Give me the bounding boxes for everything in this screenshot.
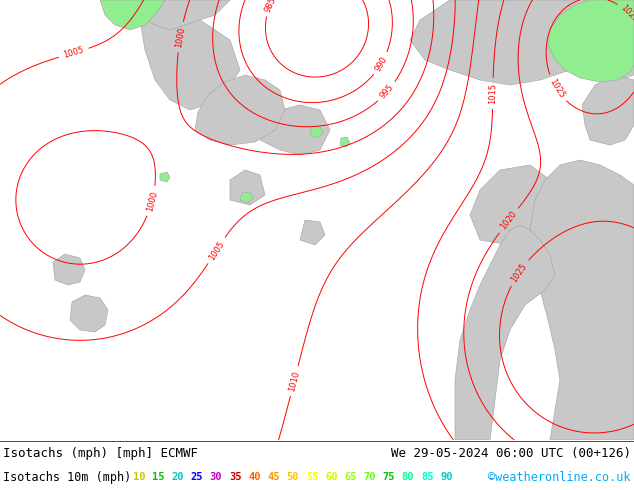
Text: 15: 15 <box>152 472 165 482</box>
Polygon shape <box>230 170 265 205</box>
Text: 10: 10 <box>133 472 145 482</box>
Text: 85: 85 <box>421 472 434 482</box>
Text: 75: 75 <box>382 472 395 482</box>
Text: 65: 65 <box>344 472 357 482</box>
Text: Isotachs (mph) [mph] ECMWF: Isotachs (mph) [mph] ECMWF <box>3 446 198 460</box>
Polygon shape <box>100 0 165 30</box>
Polygon shape <box>340 137 350 147</box>
Polygon shape <box>53 254 85 285</box>
Text: 55: 55 <box>306 472 318 482</box>
Text: We 29-05-2024 06:00 UTC (00+126): We 29-05-2024 06:00 UTC (00+126) <box>391 446 631 460</box>
Polygon shape <box>470 165 555 245</box>
Text: 25: 25 <box>191 472 203 482</box>
Polygon shape <box>410 0 634 85</box>
Text: 90: 90 <box>440 472 453 482</box>
Text: 1000: 1000 <box>174 26 186 48</box>
Polygon shape <box>548 0 634 82</box>
Text: 990: 990 <box>373 54 389 73</box>
Polygon shape <box>530 160 634 440</box>
Polygon shape <box>300 220 325 245</box>
Polygon shape <box>240 192 253 203</box>
Text: 1015: 1015 <box>488 83 498 104</box>
Text: 50: 50 <box>287 472 299 482</box>
Text: ©weatheronline.co.uk: ©weatheronline.co.uk <box>489 470 631 484</box>
Text: 35: 35 <box>229 472 242 482</box>
Text: 1010: 1010 <box>287 369 301 392</box>
Text: 1020: 1020 <box>499 209 519 231</box>
Text: 45: 45 <box>268 472 280 482</box>
Text: 1005: 1005 <box>62 46 85 60</box>
Polygon shape <box>130 0 230 30</box>
Polygon shape <box>582 75 634 145</box>
Text: 30: 30 <box>210 472 223 482</box>
Text: 20: 20 <box>171 472 184 482</box>
Text: Isotachs 10m (mph): Isotachs 10m (mph) <box>3 470 131 484</box>
Polygon shape <box>70 295 108 332</box>
Polygon shape <box>140 0 240 110</box>
Text: 1005: 1005 <box>207 239 226 262</box>
Text: 1025: 1025 <box>619 3 634 24</box>
Text: 1025: 1025 <box>547 77 566 100</box>
Text: 995: 995 <box>378 83 396 100</box>
Text: 80: 80 <box>402 472 414 482</box>
Text: 1000: 1000 <box>145 190 159 212</box>
Polygon shape <box>195 75 285 145</box>
Polygon shape <box>560 0 634 80</box>
Text: 985: 985 <box>264 0 278 14</box>
Text: 70: 70 <box>363 472 376 482</box>
Polygon shape <box>260 105 330 155</box>
Text: 1025: 1025 <box>510 261 529 284</box>
Polygon shape <box>455 225 555 440</box>
Text: 60: 60 <box>325 472 337 482</box>
Polygon shape <box>310 126 323 138</box>
Text: 40: 40 <box>248 472 261 482</box>
Polygon shape <box>160 172 170 182</box>
